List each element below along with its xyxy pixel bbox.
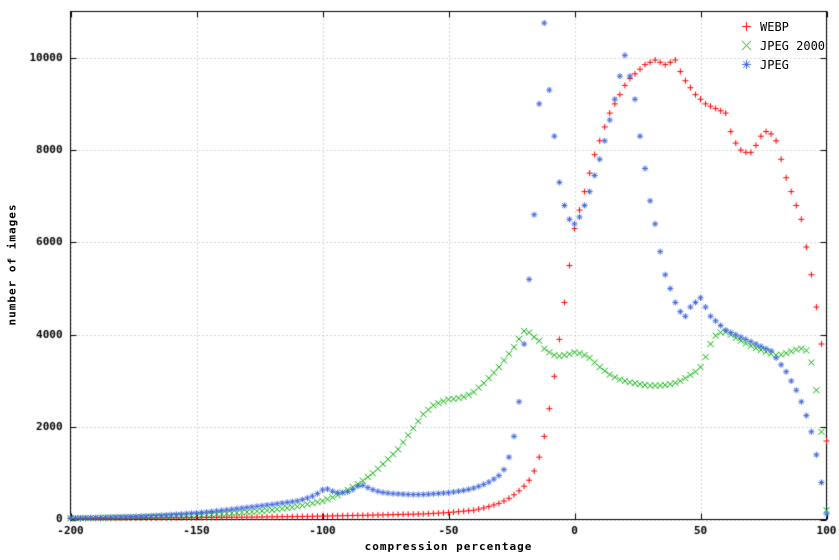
cross-marker-icon	[739, 38, 754, 53]
legend-label-webp: WEBP	[760, 19, 789, 34]
x-axis-label: compression percentage	[364, 540, 533, 553]
legend-label-jpeg: JPEG	[760, 57, 789, 72]
plus-marker-icon	[739, 19, 754, 34]
legend-item-webp: WEBP	[739, 19, 825, 34]
asterisk-marker-icon	[739, 57, 754, 72]
legend-item-jpeg: JPEG	[739, 57, 825, 72]
legend-item-jpeg2000: JPEG 2000	[739, 38, 825, 53]
chart-legend: WEBP JPEG 2000 JPEG	[739, 19, 825, 72]
y-axis-label: number of images	[5, 203, 19, 326]
legend-label-jpeg2000: JPEG 2000	[760, 38, 826, 53]
